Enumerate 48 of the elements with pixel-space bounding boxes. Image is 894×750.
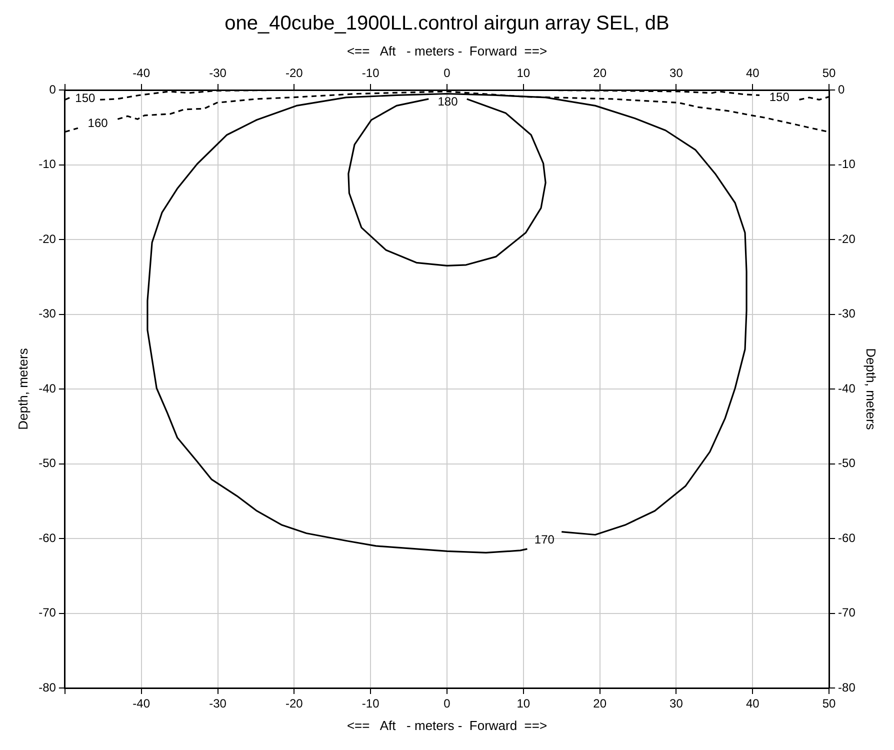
x-tick-label: -20 [286,696,304,711]
x-tick-label: -10 [362,696,380,711]
x2-tick-label: -20 [286,66,304,80]
x2-tick-label: -40 [132,66,150,80]
y-tick-label: -30 [38,306,56,321]
x-tick-label: 20 [593,696,607,711]
y-tick-label: -50 [38,456,56,470]
x-tick-label: 10 [516,696,530,711]
x2-tick-label: 50 [822,66,836,80]
series-label: 160 [88,116,108,130]
x2-tick-label: 20 [593,66,607,80]
series-label: 180 [438,94,458,108]
x2-tick-label: 30 [670,66,684,80]
x-tick-label: -30 [209,696,227,711]
x-tick-label: 30 [670,696,684,711]
y2-tick-label: -60 [838,530,856,545]
x-tick-label: 50 [822,696,836,711]
y-tick-label: -40 [38,381,56,396]
y2-tick-label: -20 [838,232,856,246]
series-label: 170 [534,532,555,547]
x2-tick-label: 0 [444,66,451,80]
x-tick-label: -40 [132,696,150,711]
y2-axis-title: Depth, meters [864,348,879,430]
x2-tick-label: -30 [209,66,227,80]
y-axis-title: Depth, meters [15,348,30,430]
series-label: 150 [75,90,96,105]
text: 150 [769,90,790,104]
x2-tick-label: -10 [362,66,380,80]
y-tick-label: -70 [38,606,56,620]
y-tick-label: -20 [38,232,56,246]
y-tick-label: -10 [38,157,56,172]
x2-tick-label: 10 [516,66,530,80]
y-tick-label: -60 [38,530,56,545]
y2-tick-label: -80 [838,680,856,694]
y2-tick-label: -70 [838,606,856,620]
x-axis-title: <== Aft - meters - Forward ==> [346,718,548,733]
y2-tick-label: -30 [838,306,856,321]
x2-tick-label: 40 [746,66,760,80]
y2-tick-label: -40 [838,381,856,396]
x-tick-label: 0 [444,696,451,711]
y-tick-label: -80 [38,680,56,694]
y2-tick-label: 0 [838,82,846,96]
x2-axis-title: <== Aft - meters - Forward ==> [346,43,548,58]
chart-title: one_40cube_1900LL.control airgun array SEL, dB [224,12,670,35]
y2-tick-label: -50 [838,456,856,470]
x-tick-label: 40 [746,696,760,711]
y-tick-label: 0 [49,82,56,96]
y2-tick-label: -10 [838,157,856,172]
